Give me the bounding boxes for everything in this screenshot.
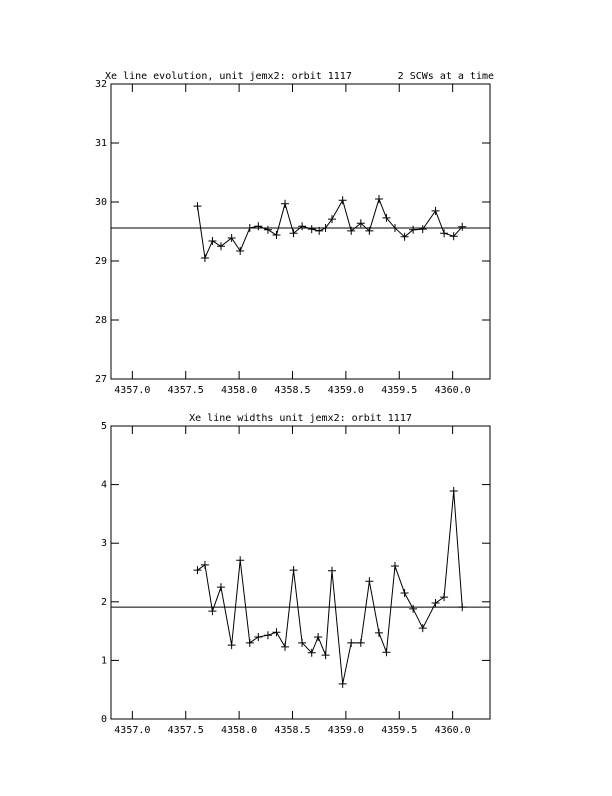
y-tick-label: 29 xyxy=(95,256,107,267)
point-marker xyxy=(365,577,374,586)
point-marker xyxy=(216,242,225,251)
y-tick-label: 30 xyxy=(95,197,107,208)
chart-subtitle: 2 SCWs at a time xyxy=(398,71,494,82)
point-marker xyxy=(245,638,254,647)
point-marker xyxy=(338,196,347,205)
point-marker xyxy=(236,556,245,565)
x-tick-label: 4358.0 xyxy=(221,385,257,396)
point-marker xyxy=(254,222,263,231)
point-marker xyxy=(390,223,399,232)
point-marker xyxy=(400,589,409,598)
point-marker xyxy=(382,213,391,222)
y-tick-label: 1 xyxy=(101,655,107,666)
point-marker xyxy=(449,232,458,241)
point-marker xyxy=(409,604,418,613)
x-tick-label: 4357.5 xyxy=(168,725,204,736)
x-tick-label: 4359.0 xyxy=(328,385,364,396)
point-marker xyxy=(245,223,254,232)
point-marker xyxy=(458,603,467,612)
point-marker xyxy=(374,195,383,204)
point-marker xyxy=(458,222,467,231)
x-tick-label: 4360.0 xyxy=(435,385,471,396)
y-tick-label: 31 xyxy=(95,138,107,149)
x-tick-label: 4359.5 xyxy=(381,725,417,736)
y-tick-label: 28 xyxy=(95,315,107,326)
point-marker xyxy=(356,219,365,228)
x-tick-label: 4357.0 xyxy=(114,385,150,396)
point-marker xyxy=(281,642,290,651)
point-marker xyxy=(390,562,399,571)
x-tick-label: 4359.5 xyxy=(381,385,417,396)
point-marker xyxy=(365,226,374,235)
point-marker xyxy=(272,628,281,637)
chart-title: Xe line evolution, unit jemx2: orbit 111… xyxy=(105,71,352,82)
point-marker xyxy=(440,593,449,602)
point-marker xyxy=(236,246,245,255)
x-tick-label: 4357.0 xyxy=(114,725,150,736)
point-marker xyxy=(263,225,272,234)
point-marker xyxy=(193,566,202,575)
y-tick-label: 27 xyxy=(95,374,107,385)
point-marker xyxy=(321,651,330,660)
point-marker xyxy=(298,222,307,231)
point-marker xyxy=(314,632,323,641)
point-marker xyxy=(327,566,336,575)
point-marker xyxy=(281,199,290,208)
point-marker xyxy=(338,679,347,688)
point-marker xyxy=(315,226,324,235)
x-tick-label: 4357.5 xyxy=(168,385,204,396)
point-marker xyxy=(307,648,316,657)
point-marker xyxy=(356,638,365,647)
point-marker xyxy=(298,638,307,647)
point-marker xyxy=(193,202,202,211)
x-tick-label: 4360.0 xyxy=(435,725,471,736)
x-tick-label: 4358.0 xyxy=(221,725,257,736)
point-marker xyxy=(200,560,209,569)
point-marker xyxy=(289,566,298,575)
x-tick-label: 4358.5 xyxy=(274,725,310,736)
point-marker xyxy=(374,628,383,637)
point-marker xyxy=(208,607,217,616)
y-tick-label: 2 xyxy=(101,597,107,608)
point-marker xyxy=(431,206,440,215)
point-marker xyxy=(216,583,225,592)
point-marker xyxy=(208,236,217,245)
point-marker xyxy=(227,233,236,242)
point-marker xyxy=(327,215,336,224)
point-marker xyxy=(321,223,330,232)
data-line xyxy=(197,491,463,684)
point-marker xyxy=(400,232,409,241)
plot-frame xyxy=(110,83,491,380)
y-tick-label: 4 xyxy=(101,480,107,491)
x-tick-label: 4358.5 xyxy=(274,385,310,396)
x-tick-label: 4359.0 xyxy=(328,725,364,736)
y-tick-label: 0 xyxy=(101,714,107,725)
point-marker xyxy=(440,229,449,238)
y-tick-label: 32 xyxy=(95,79,107,90)
point-marker xyxy=(409,225,418,234)
point-marker xyxy=(431,598,440,607)
point-marker xyxy=(382,648,391,657)
y-tick-label: 5 xyxy=(101,421,107,432)
point-marker xyxy=(254,632,263,641)
y-tick-label: 3 xyxy=(101,538,107,549)
point-marker xyxy=(418,624,427,633)
point-marker xyxy=(200,254,209,263)
point-marker xyxy=(449,487,458,496)
point-marker xyxy=(418,225,427,234)
point-marker xyxy=(289,229,298,238)
point-marker xyxy=(263,631,272,640)
plot-frame xyxy=(110,425,491,720)
point-marker xyxy=(347,226,356,235)
point-marker xyxy=(227,641,236,650)
chart-title: Xe line widths unit jemx2: orbit 1117 xyxy=(189,413,412,424)
point-marker xyxy=(272,231,281,240)
point-marker xyxy=(347,638,356,647)
point-marker xyxy=(307,225,316,234)
